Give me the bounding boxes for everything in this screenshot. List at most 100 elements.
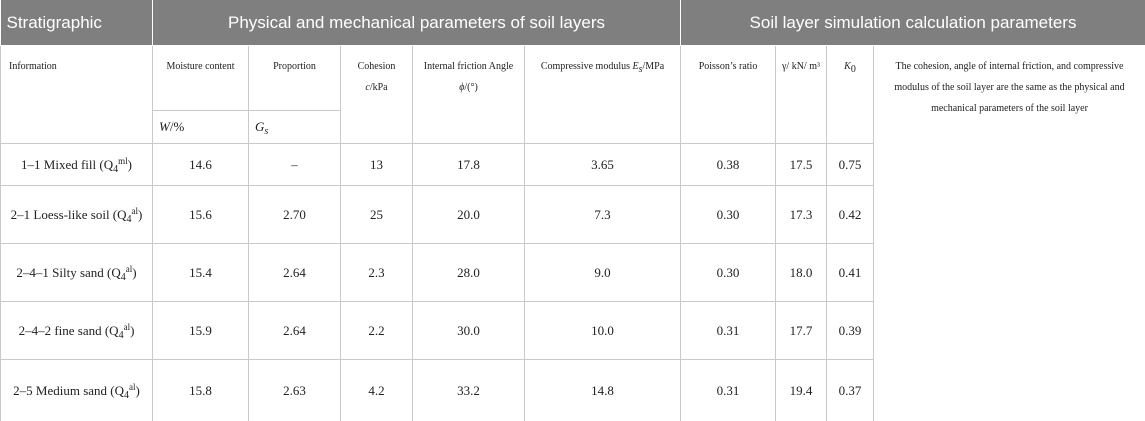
cell: 2.3	[340, 242, 413, 302]
text-part: 0	[850, 63, 856, 75]
cell: 0.38	[680, 142, 777, 186]
text-part: Poisson’s ratio	[698, 60, 758, 72]
cell: 13	[340, 142, 413, 186]
cell: 15.8	[152, 358, 249, 421]
group-header: Stratigraphic	[0, 0, 153, 46]
note: The cohesion, angle of internal friction…	[873, 44, 1145, 421]
cell: 20.0	[412, 184, 525, 244]
column-header: Internal friction Angle ϕ/(°)	[412, 44, 525, 144]
cell: 0.75	[826, 142, 875, 186]
cell: 28.0	[412, 242, 525, 302]
text-part: 4	[124, 389, 129, 401]
cell: 0.30	[680, 242, 777, 302]
text-part: al	[123, 321, 131, 332]
cell: 0.31	[680, 300, 777, 360]
text-part: /kPa	[369, 81, 388, 93]
text-part: Internal friction Angle	[423, 60, 514, 72]
text-part: W	[159, 119, 170, 134]
text-part: γ/ kN/ m³	[782, 60, 820, 72]
cell: 2.64	[248, 300, 341, 360]
cell: 30.0	[412, 300, 525, 360]
cell: 0.31	[680, 358, 777, 421]
text-part: 1–1 Mixed fill (Q	[21, 156, 114, 172]
column-header: Moisture content	[152, 44, 249, 111]
cell: 14.8	[523, 358, 682, 421]
text-part: Compressive modulus	[540, 60, 633, 72]
table-row: 1–1 Mixed fill (Q4ml) 14.6–13 17.8 3.65 0.38…	[0, 142, 1145, 186]
cell: 15.6	[152, 184, 249, 244]
row-label: 2–4–2 fine sand (Q4al)	[0, 300, 153, 360]
column-header: Poisson’s ratio	[680, 44, 777, 144]
text-part: Information	[9, 60, 57, 72]
cell: 0.41	[826, 242, 875, 302]
column-header: Proportion	[248, 44, 341, 111]
column-header: K0	[826, 44, 875, 144]
text-part: )	[130, 322, 135, 338]
text-part: Moisture content	[166, 60, 235, 72]
table-row: 2–4–2 fine sand (Q4al) 15.9 2.64 2.2 30.0 10.…	[0, 300, 1145, 360]
column-header: Compressive modulus Es/MPa	[523, 44, 682, 144]
column-header: γ/ kN/ m³	[775, 44, 828, 144]
text-part: c	[365, 81, 370, 93]
text-part: Proportion	[273, 60, 316, 72]
text-part: 4	[126, 213, 132, 225]
unit-header: Gs	[248, 109, 341, 144]
text-part: Cohesion	[357, 60, 396, 72]
cell: 9.0	[523, 242, 682, 302]
cell: –	[248, 142, 341, 186]
cell: 7.3	[523, 184, 682, 244]
cell: 2.70	[248, 184, 341, 244]
cell: 0.30	[680, 184, 777, 244]
cell: 0.39	[826, 300, 875, 360]
cell: 0.42	[826, 184, 875, 244]
table-row: 2–5 Medium sand (Q4al) 15.8 2.63 4.2 33.2 14.…	[0, 358, 1145, 421]
column-header: Information	[0, 44, 153, 144]
text-part: 2–4–1 Silty sand (Q	[16, 264, 121, 280]
text-part: )	[138, 206, 143, 222]
text-part: /%	[169, 119, 185, 134]
cell: 17.3	[775, 184, 828, 244]
text-part: /MPa	[642, 60, 665, 72]
cell: 18.0	[775, 242, 828, 302]
text-part: 4	[113, 163, 119, 175]
text-part: ml	[118, 155, 128, 166]
cell: 14.6	[152, 142, 249, 186]
cell: 17.5	[775, 142, 828, 186]
cell: 19.4	[775, 358, 828, 421]
cell: 2.64	[248, 242, 341, 302]
row-label: 1–1 Mixed fill (Q4ml)	[0, 142, 153, 186]
text-part: E	[632, 60, 639, 72]
group-header: Physical and mechanical parameters of so…	[151, 0, 682, 46]
cell: 4.2	[340, 358, 413, 421]
text-part: ϕ	[459, 81, 465, 93]
text-part: al	[131, 205, 139, 216]
unit-header: W/%	[152, 109, 249, 144]
text-part: K	[844, 60, 851, 72]
cell: 2.2	[340, 300, 413, 360]
row-label: 2–1 Loess-like soil (Q4al)	[0, 184, 153, 244]
cell: 25	[340, 184, 413, 244]
cell: 3.65	[523, 142, 682, 186]
text-part: 2–1 Loess-like soil (Q	[10, 206, 127, 222]
row-label: 2–4–1 Silty sand (Q4al)	[0, 242, 153, 302]
row-label: 2–5 Medium sand (Q4al)	[0, 358, 153, 421]
cell: 17.7	[775, 300, 828, 360]
table-row: 2–1 Loess-like soil (Q4al) 15.6 2.70 25 20.0…	[0, 184, 1145, 244]
cell: 15.4	[152, 242, 249, 302]
cell: 15.9	[152, 300, 249, 360]
text-part: s	[638, 63, 643, 75]
group-header: Soil layer simulation calculation parame…	[680, 0, 1145, 46]
text-part: G	[255, 119, 265, 134]
text-part: /(°)	[464, 81, 478, 93]
text-part: )	[127, 156, 132, 172]
cell: 2.63	[248, 358, 341, 421]
column-header: Cohesion c/kPa	[340, 44, 413, 144]
cell: 33.2	[412, 358, 525, 421]
text-part: al	[129, 381, 136, 392]
text-part: )	[132, 264, 137, 280]
table-row: W/% Gs	[1, 109, 1145, 144]
cell: 17.8	[412, 142, 525, 186]
table-row: Stratigraphic Physical and mechanical par…	[0, 0, 1145, 46]
